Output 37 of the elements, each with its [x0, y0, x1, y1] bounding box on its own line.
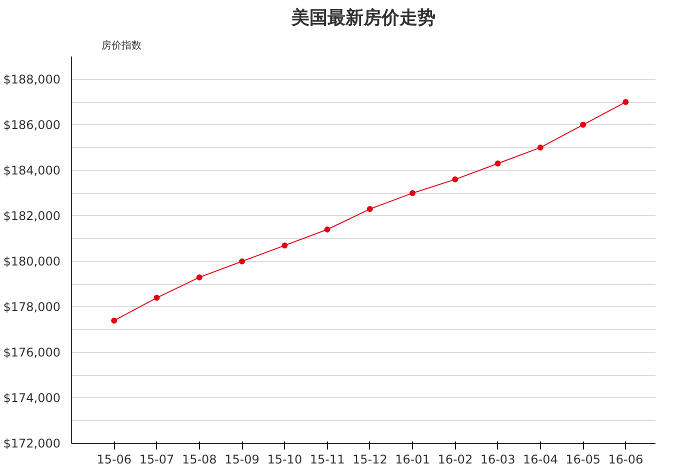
point: [452, 176, 458, 182]
point: [622, 99, 629, 106]
x-tick-label: 16-06: [608, 452, 644, 466]
x-tick-label: 16-02: [438, 452, 473, 466]
y-tick-label: $178,000: [3, 300, 61, 314]
chart-title: 美国最新房价走势: [290, 8, 436, 28]
y-tick-label: $176,000: [3, 345, 61, 360]
x-tick-label: 16-04: [522, 452, 558, 466]
x-tick-label: 16-01: [395, 452, 430, 466]
x-tick-label: 16-03: [480, 452, 516, 466]
y-axis-title: 房价指数: [102, 40, 142, 52]
point: [239, 258, 246, 264]
x-tick-label: 16-05: [566, 452, 600, 466]
x-tick-label: 15-10: [267, 452, 302, 466]
x-tick-label: 15-09: [224, 452, 260, 466]
point: [111, 318, 118, 324]
point: [580, 122, 586, 128]
y-tick-label: $186,000: [3, 118, 61, 132]
point: [410, 190, 416, 196]
point: [324, 226, 330, 233]
y-tick-label: $180,000: [3, 254, 61, 268]
y-tick-label: $172,000: [3, 436, 61, 450]
x-tick-label: 15-06: [96, 452, 132, 466]
y-tick-label: $174,000: [3, 390, 61, 405]
y-tick-label: $184,000: [3, 163, 61, 178]
x-tick-label: 15-12: [352, 452, 388, 466]
x-tick-label: 15-08: [182, 452, 217, 466]
point: [366, 206, 373, 212]
point: [282, 242, 288, 248]
point: [196, 274, 202, 280]
x-tick-label: 15-11: [310, 452, 345, 466]
point: [154, 294, 160, 301]
y-tick-label: $182,000: [3, 208, 61, 223]
point: [494, 160, 501, 166]
y-tick-label: $188,000: [3, 72, 61, 86]
x-tick-label: 15-07: [139, 452, 174, 466]
point: [537, 144, 544, 151]
